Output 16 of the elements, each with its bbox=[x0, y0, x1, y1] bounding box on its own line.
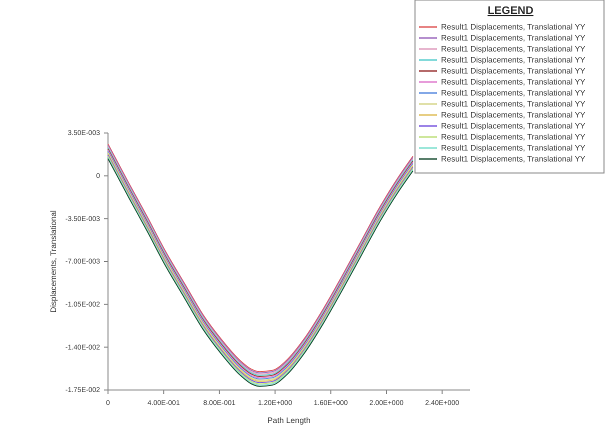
legend-label: Result1 Displacements, Translational YY bbox=[441, 66, 586, 76]
legend-label: Result1 Displacements, Translational YY bbox=[441, 100, 586, 109]
legend-label: Result1 Displacements, Translational YY bbox=[441, 78, 586, 87]
legend-label: Result1 Displacements, Translational YY bbox=[441, 110, 586, 120]
legend-title: LEGEND bbox=[488, 5, 534, 17]
legend-label: Result1 Displacements, Translational YY bbox=[441, 132, 586, 142]
legend-label: Result1 Displacements, Translational YY bbox=[441, 122, 586, 131]
legend-label: Result1 Displacements, Translational YY bbox=[441, 144, 586, 153]
legend-label: Result1 Displacements, Translational YY bbox=[441, 44, 586, 54]
legend-label: Result1 Displacements, Translational YY bbox=[441, 56, 586, 65]
x-axis-title: Path Length bbox=[267, 416, 311, 425]
legend-label: Result1 Displacements, Translational YY bbox=[441, 154, 586, 164]
legend-label: Result1 Displacements, Translational YY bbox=[441, 88, 586, 98]
legend-label: Result1 Displacements, Translational YY bbox=[441, 22, 586, 32]
y-axis-title: Displacements, Translational bbox=[49, 210, 58, 313]
legend-label: Result1 Displacements, Translational YY bbox=[441, 34, 586, 43]
